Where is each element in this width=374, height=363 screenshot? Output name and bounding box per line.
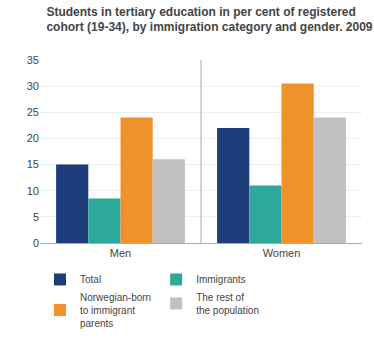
svg-text:30: 30 — [27, 80, 39, 92]
svg-text:The rest ofthe population: The rest ofthe population — [196, 292, 259, 316]
svg-text:25: 25 — [27, 106, 39, 118]
svg-text:10: 10 — [27, 185, 39, 197]
svg-text:Women: Women — [263, 247, 301, 259]
svg-text:35: 35 — [27, 54, 39, 66]
svg-text:Norwegian-bornto immigrantpare: Norwegian-bornto immigrantparents — [80, 292, 151, 329]
svg-text:20: 20 — [27, 132, 39, 144]
svg-text:0: 0 — [33, 237, 39, 249]
svg-text:Students in tertiary education: Students in tertiary education in per ce… — [46, 5, 372, 35]
svg-text:Immigrants: Immigrants — [196, 274, 245, 285]
svg-text:Men: Men — [110, 247, 131, 259]
svg-text:5: 5 — [33, 211, 39, 223]
svg-text:Total: Total — [80, 274, 101, 285]
svg-text:15: 15 — [27, 158, 39, 170]
